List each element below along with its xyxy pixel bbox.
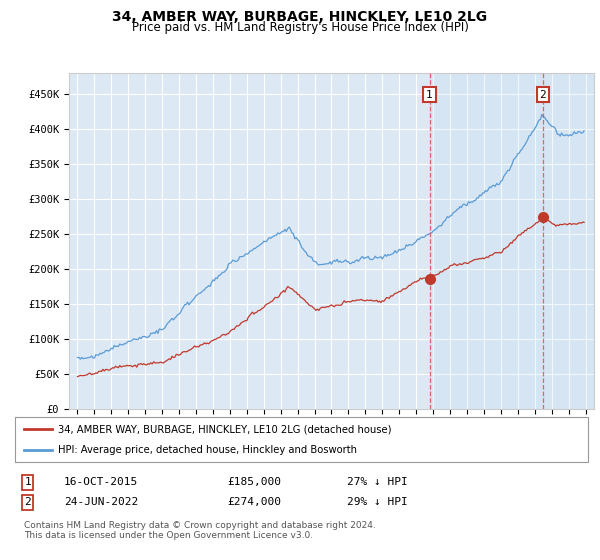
Text: 34, AMBER WAY, BURBAGE, HINCKLEY, LE10 2LG: 34, AMBER WAY, BURBAGE, HINCKLEY, LE10 2… [112, 10, 488, 24]
Text: 2: 2 [24, 497, 31, 507]
Text: Price paid vs. HM Land Registry's House Price Index (HPI): Price paid vs. HM Land Registry's House … [131, 21, 469, 34]
FancyBboxPatch shape [15, 417, 588, 462]
Text: 16-OCT-2015: 16-OCT-2015 [64, 478, 138, 488]
Text: £274,000: £274,000 [227, 497, 281, 507]
Text: 1: 1 [24, 478, 31, 488]
Text: 34, AMBER WAY, BURBAGE, HINCKLEY, LE10 2LG (detached house): 34, AMBER WAY, BURBAGE, HINCKLEY, LE10 2… [58, 424, 391, 435]
Text: HPI: Average price, detached house, Hinckley and Bosworth: HPI: Average price, detached house, Hinc… [58, 445, 357, 455]
Text: 24-JUN-2022: 24-JUN-2022 [64, 497, 138, 507]
Text: £185,000: £185,000 [227, 478, 281, 488]
Text: 1: 1 [426, 90, 433, 100]
Text: 29% ↓ HPI: 29% ↓ HPI [347, 497, 408, 507]
Text: 2: 2 [539, 90, 546, 100]
Text: 27% ↓ HPI: 27% ↓ HPI [347, 478, 408, 488]
Text: Contains HM Land Registry data © Crown copyright and database right 2024.
This d: Contains HM Land Registry data © Crown c… [23, 521, 376, 540]
Bar [430, 73, 594, 409]
